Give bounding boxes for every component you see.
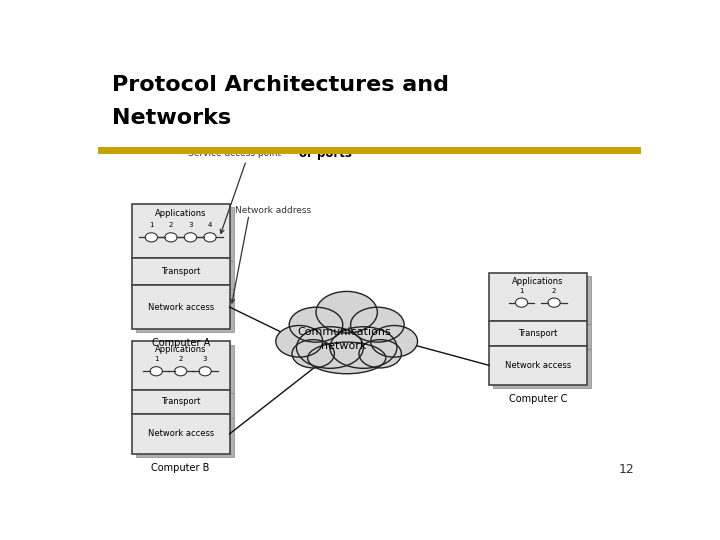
Circle shape [174,367,186,376]
Text: Protocol Architectures and: Protocol Architectures and [112,75,449,95]
Bar [489,346,587,385]
Text: Computer B: Computer B [151,463,210,472]
Text: 2: 2 [179,356,183,362]
Text: Network access: Network access [148,429,214,438]
Bar [493,325,591,349]
Text: 3: 3 [188,222,193,228]
Text: Communications
network: Communications network [297,327,391,351]
Text: Transport: Transport [161,397,200,407]
Bar [132,258,230,285]
Ellipse shape [297,327,364,368]
Text: Transport: Transport [161,267,200,276]
Text: Applications: Applications [512,277,564,286]
Ellipse shape [359,340,401,368]
Circle shape [165,233,177,242]
Bar [132,389,230,414]
Text: 2: 2 [552,288,557,294]
Text: 2: 2 [168,222,173,228]
Text: 4: 4 [208,222,212,228]
Bar [132,285,230,329]
Ellipse shape [289,307,343,342]
Bar [136,345,234,393]
Ellipse shape [307,342,386,374]
Text: Network access: Network access [505,361,571,370]
Bar [136,393,234,417]
Circle shape [516,298,528,307]
Text: Applications: Applications [155,209,207,218]
Bar [132,414,230,454]
Bar [132,204,230,258]
Text: 1: 1 [154,356,158,362]
Circle shape [150,367,163,376]
Bar [136,288,234,332]
Text: Service access point: Service access point [188,149,281,158]
Bar [489,273,587,321]
Text: Computer A: Computer A [151,338,210,348]
Text: Network address: Network address [235,206,311,215]
Bar [132,341,230,389]
Text: 1: 1 [149,222,153,228]
Text: or ports: or ports [300,147,352,160]
Ellipse shape [330,327,397,368]
Circle shape [145,233,158,242]
Text: 3: 3 [203,356,207,362]
Circle shape [548,298,560,307]
Circle shape [204,233,216,242]
Text: Applications: Applications [155,346,207,354]
Bar [493,276,591,325]
Ellipse shape [351,307,404,342]
Bar [136,261,234,288]
Bar [136,417,234,457]
Ellipse shape [316,292,377,333]
Circle shape [184,233,197,242]
Text: Computer C: Computer C [508,394,567,404]
Text: 1: 1 [519,288,523,294]
Text: Network access: Network access [148,302,214,312]
Text: Networks: Networks [112,109,231,129]
Circle shape [199,367,211,376]
Bar [493,349,591,388]
Text: Transport: Transport [518,329,557,338]
Ellipse shape [292,340,334,368]
Ellipse shape [371,326,418,357]
Ellipse shape [276,326,323,357]
Bar [136,207,234,261]
Bar [489,321,587,346]
Text: 12: 12 [618,463,634,476]
